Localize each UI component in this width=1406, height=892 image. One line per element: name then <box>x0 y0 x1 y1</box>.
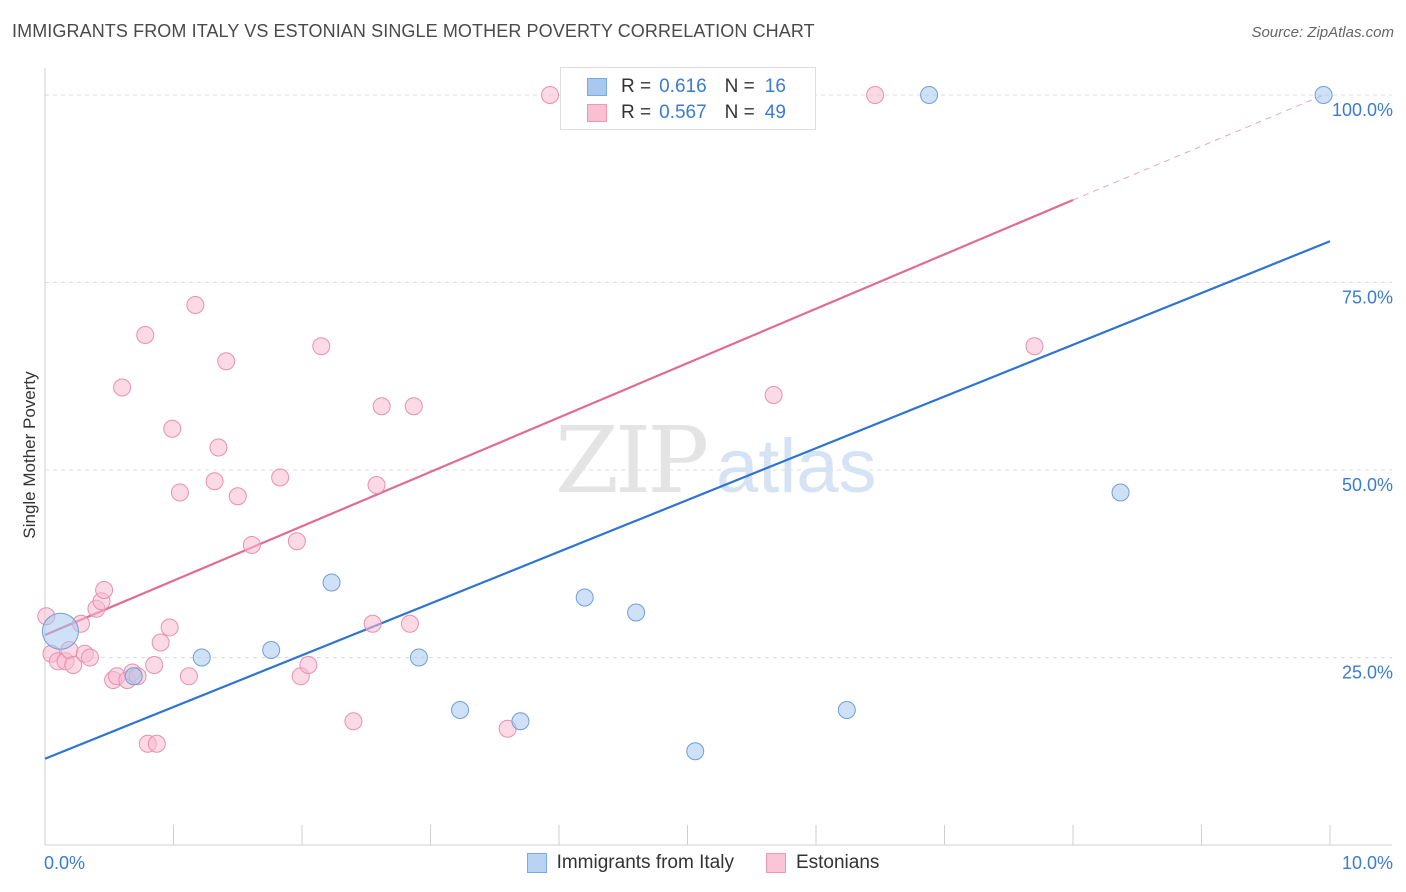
watermark-atlas: atlas <box>716 424 877 509</box>
point-estonians <box>160 618 179 637</box>
point-italy <box>920 86 939 104</box>
point-estonians <box>764 386 783 404</box>
point-estonians <box>312 337 331 356</box>
point-italy <box>1111 483 1130 502</box>
point-italy <box>451 701 470 719</box>
point-estonians <box>1025 337 1044 356</box>
point-estonians <box>209 438 228 457</box>
chart-title: IMMIGRANTS FROM ITALY VS ESTONIAN SINGLE… <box>12 21 815 41</box>
data-points <box>37 86 1333 761</box>
source-label: Source: ZipAtlas.com <box>1251 24 1394 41</box>
point-estonians <box>541 86 560 104</box>
r-value: 0.616 <box>659 76 707 97</box>
point-italy <box>262 641 281 659</box>
point-italy <box>1314 86 1333 104</box>
point-estonians <box>866 86 885 104</box>
point-italy <box>511 712 530 731</box>
y-tick-label: 50.0% <box>1342 475 1393 495</box>
point-estonians <box>186 296 205 314</box>
point-estonians <box>136 326 155 344</box>
point-italy <box>41 612 79 650</box>
legend-swatch-italy <box>587 78 607 96</box>
point-estonians <box>228 487 247 506</box>
point-estonians <box>217 352 236 371</box>
point-estonians <box>400 614 419 633</box>
axes <box>44 68 1392 846</box>
point-estonians <box>205 472 224 491</box>
y-tick-label: 25.0% <box>1342 663 1393 683</box>
n-value: 49 <box>764 102 786 123</box>
tick-labels: 25.0% 50.0% 75.0% 100.0% 0.0% 10.0% <box>44 100 1393 873</box>
trendlines <box>44 94 1331 760</box>
point-italy <box>575 588 594 607</box>
point-estonians <box>80 648 99 667</box>
point-estonians <box>64 656 83 674</box>
point-estonians <box>95 581 114 599</box>
legend-label-italy: Immigrants from Italy <box>556 852 734 873</box>
point-estonians <box>367 476 386 494</box>
legend-swatch-estonians <box>587 104 607 122</box>
r-label: R = <box>621 102 652 123</box>
stats-legend: R = 0.616 N = 16 R = 0.567 N = 49 <box>560 67 816 130</box>
series-legend: Immigrants from Italy Estonians <box>0 852 1406 874</box>
legend-swatch-estonians <box>765 853 786 873</box>
legend-label-estonians: Estonians <box>795 852 880 873</box>
x-tick-label-min: 0.0% <box>44 853 85 873</box>
x-tick-label-max: 10.0% <box>1342 853 1393 873</box>
trendline-estonians-extension <box>1072 94 1324 201</box>
point-estonians <box>372 397 391 416</box>
legend-item-estonians[interactable]: Estonians <box>765 852 880 874</box>
legend-swatch-italy <box>526 853 547 873</box>
trendline-estonians <box>44 198 1074 637</box>
y-tick-label: 100.0% <box>1332 100 1393 120</box>
n-value: 16 <box>764 76 786 97</box>
n-label: N = <box>724 102 755 123</box>
point-italy <box>192 648 211 667</box>
watermark: ZIP atlas <box>555 407 877 514</box>
point-estonians <box>299 656 318 674</box>
gridlines <box>45 94 1392 658</box>
point-italy <box>409 648 428 667</box>
legend-item-italy[interactable]: Immigrants from Italy <box>526 852 734 874</box>
n-label: N = <box>724 76 755 97</box>
point-estonians <box>271 468 290 487</box>
trendline-italy <box>44 240 1331 760</box>
point-estonians <box>344 712 363 731</box>
point-estonians <box>242 536 261 554</box>
point-estonians <box>163 419 182 438</box>
point-italy <box>124 667 143 686</box>
point-italy <box>686 742 705 761</box>
r-value: 0.567 <box>659 102 707 123</box>
point-estonians <box>147 734 166 753</box>
point-estonians <box>145 656 164 674</box>
point-estonians <box>363 614 382 633</box>
point-estonians <box>113 378 132 397</box>
point-estonians <box>287 532 306 551</box>
point-italy <box>837 701 856 719</box>
point-estonians <box>179 667 198 686</box>
point-italy <box>627 603 646 622</box>
y-tick-label: 75.0% <box>1342 288 1393 308</box>
point-italy <box>322 573 341 592</box>
point-estonians <box>151 633 170 652</box>
point-estonians <box>404 397 423 416</box>
stats-row-estonians: R = 0.567 N = 49 <box>587 101 786 125</box>
point-estonians <box>170 483 189 502</box>
r-label: R = <box>621 76 652 97</box>
watermark-zip: ZIP <box>555 407 706 514</box>
stats-row-italy: R = 0.616 N = 16 <box>587 75 786 99</box>
y-axis-label: Single Mother Poverty <box>20 371 39 539</box>
